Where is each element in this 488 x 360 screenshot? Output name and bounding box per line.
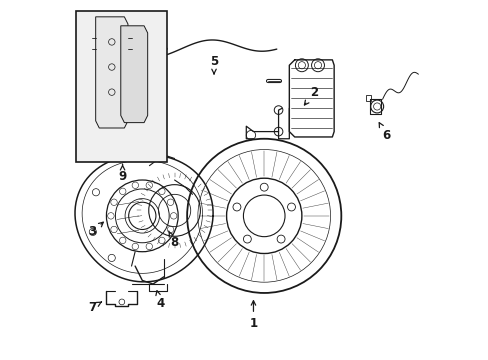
Text: 1: 1 <box>249 301 257 330</box>
Polygon shape <box>96 17 128 128</box>
Text: 4: 4 <box>156 291 164 310</box>
Text: 7: 7 <box>88 301 102 314</box>
Bar <box>76 12 167 162</box>
Polygon shape <box>121 26 147 123</box>
Text: 9: 9 <box>118 165 126 183</box>
Text: 8: 8 <box>168 231 178 249</box>
Text: 5: 5 <box>209 55 218 74</box>
Bar <box>366 95 370 101</box>
Text: 2: 2 <box>304 86 318 105</box>
Text: 6: 6 <box>378 123 389 142</box>
Text: 3: 3 <box>88 222 103 238</box>
